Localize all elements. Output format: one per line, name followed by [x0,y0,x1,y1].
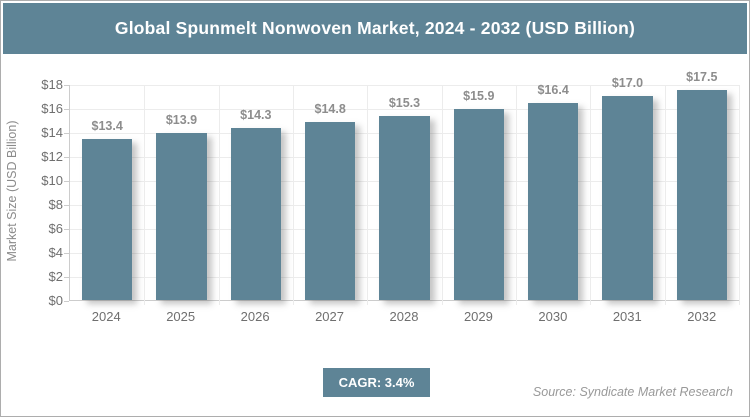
gridline [590,85,592,305]
y-tick-mark [64,85,69,86]
y-tick-label: $4 [48,245,63,260]
gridline [144,85,146,305]
bar: $15.9 [453,89,505,300]
x-tick-label: 2025 [166,309,196,324]
bar-slot: $13.9 [144,85,218,300]
gridline [441,85,443,305]
x-tick-label: 2029 [463,309,493,324]
bar-value-label: $15.3 [388,96,421,111]
bar: $17.5 [676,70,728,300]
bar: $14.8 [304,102,356,300]
bar-slot: $14.8 [293,85,367,300]
y-tick-label: $18 [41,77,63,92]
y-tick-mark [64,181,69,182]
x-tick-label: 2031 [612,309,642,324]
x-tick-label: 2024 [91,309,121,324]
bar-slot: $17.5 [665,70,739,300]
x-tick-label: 2027 [315,309,344,324]
gridline [70,109,739,110]
gridline [516,85,517,305]
bar-slot: $13.4 [70,85,144,300]
y-tick-mark [64,277,69,278]
y-tick-mark [64,205,69,206]
y-tick-label: $6 [48,221,63,236]
bar-value-label: $14.8 [314,102,346,117]
bar-value-label: $14.3 [240,108,272,123]
x-axis-labels: 2024 2025 2026 2027 2028 2029 2030 2031 2032 [69,309,739,329]
y-tick-label: $10 [41,173,63,188]
bar-slot: $15.3 [367,85,441,300]
y-tick-mark [64,229,69,230]
bar-value-label: $17.0 [611,76,644,90]
y-tick-mark [64,109,69,110]
cagr-badge: CAGR: 3.4% [323,368,430,397]
bar: $13.4 [81,119,133,300]
chart-header: Global Spunmelt Nonwoven Market, 2024 - … [3,3,747,54]
bar-slot: $17.0 [590,76,664,300]
y-tick-label: $14 [41,125,63,140]
x-tick-label: 2026 [240,309,270,324]
bar-slot: $15.9 [442,85,516,300]
y-axis-ticks: $0 $2 $4 $6 $8 $10 $12 $14 $16 $18 [1,77,63,308]
gridline [293,85,294,305]
x-tick-label: 2032 [687,309,717,324]
bar-value-label: $13.4 [91,119,123,134]
source-note: Source: Syndicate Market Research [532,385,733,399]
bar: $14.3 [230,108,282,300]
gridline [367,85,369,305]
bar-value-label: $13.9 [165,113,198,128]
y-tick-mark [64,157,69,158]
y-tick-mark [64,301,69,302]
y-tick-label: $16 [41,101,63,116]
bar-series: $13.4 $13.9 $14.3 $14.8 $15.3 $15.9 $16.4 $17.0… [70,70,739,300]
y-tick-label: $8 [48,197,63,212]
plot-area: $13.4 $13.9 $14.3 $14.8 $15.3 $15.9 $16.4 $17.0… [69,70,740,305]
gridline [70,85,739,86]
bar-slot: $16.4 [516,83,590,300]
bar-value-label: $16.4 [537,83,569,98]
bar: $17.0 [602,76,653,300]
bar: $16.4 [527,83,579,300]
bar: $15.3 [379,96,430,300]
gridline [739,85,740,305]
bar: $13.9 [156,113,207,300]
bar-slot: $14.3 [219,85,293,300]
page-title: Global Spunmelt Nonwoven Market, 2024 - … [114,18,636,38]
y-tick-mark [64,133,69,134]
bar-value-label: $15.9 [463,89,495,104]
gridline [218,85,220,305]
y-tick-mark [64,253,69,254]
x-tick-label: 2028 [389,309,419,324]
gridline [664,85,666,305]
x-tick-label: 2030 [538,309,568,324]
y-tick-label: $2 [48,269,63,284]
y-tick-label: $12 [41,149,63,164]
y-tick-label: $0 [48,293,63,308]
bar-value-label: $17.5 [686,70,718,84]
